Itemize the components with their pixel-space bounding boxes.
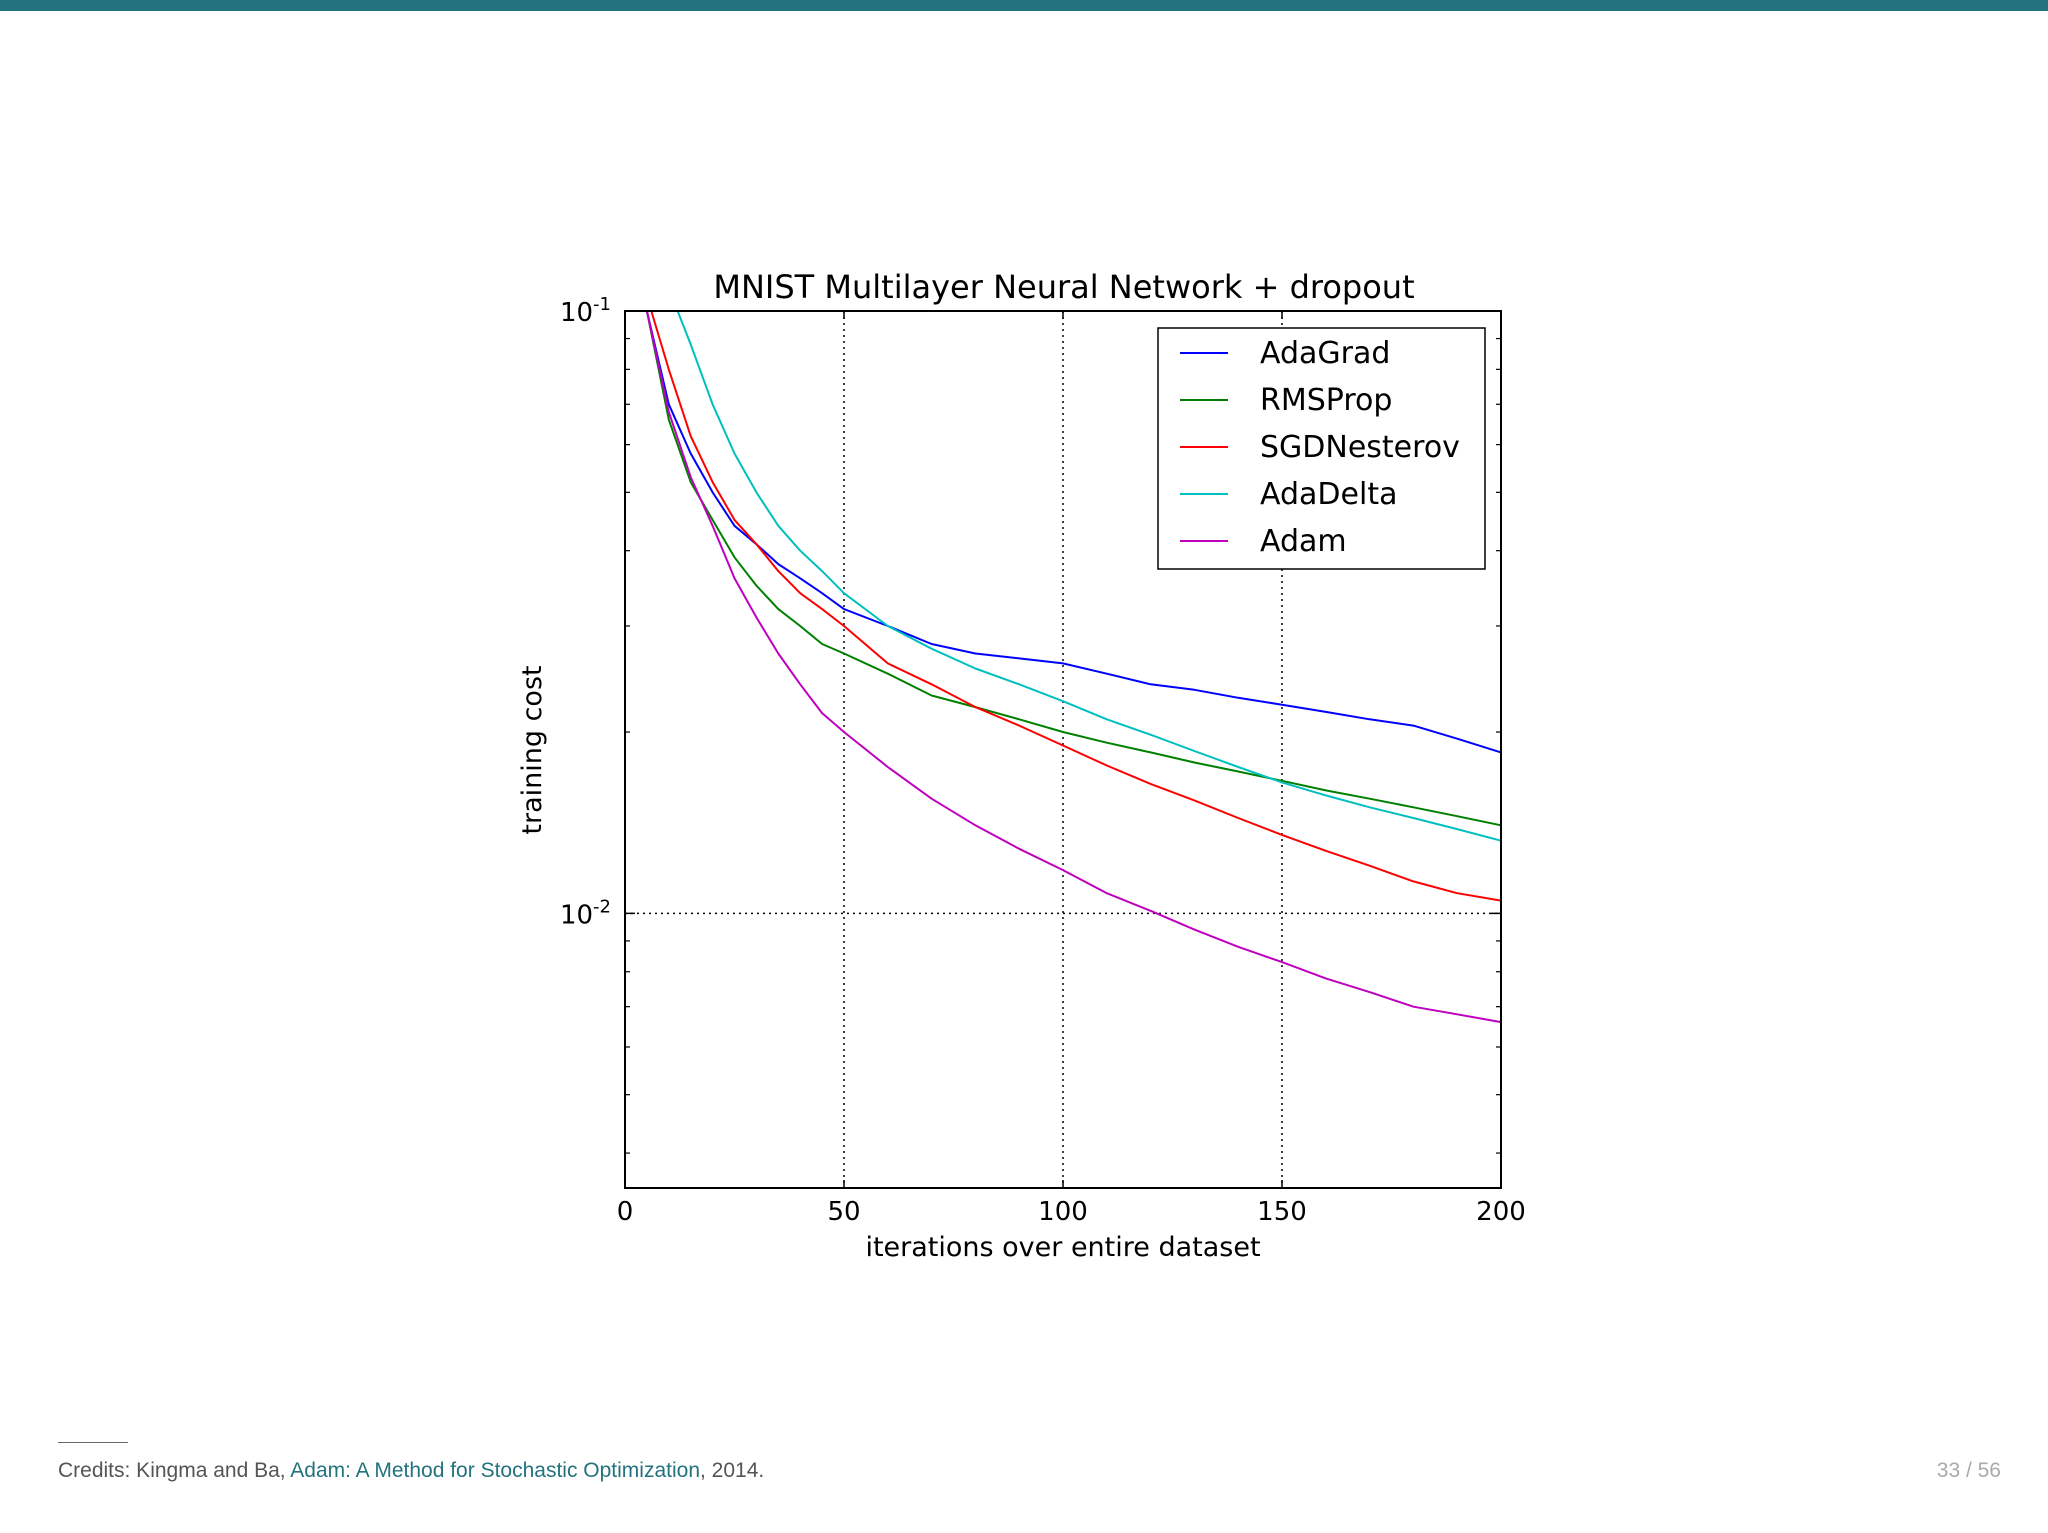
- x-tick-label: 0: [617, 1197, 634, 1227]
- y-tick-label: 10-1: [560, 294, 611, 328]
- footnote-rule: [58, 1442, 128, 1443]
- x-tick-label: 200: [1476, 1197, 1526, 1227]
- legend-label-adam: Adam: [1260, 524, 1347, 559]
- chart-title: MNIST Multilayer Neural Network + dropou…: [713, 268, 1414, 306]
- series-line-sgdnesterov: [650, 310, 1502, 902]
- legend: AdaGrad RMSProp SGDNesterov AdaDelta Adam: [1157, 327, 1486, 570]
- paper-link[interactable]: Adam: A Method for Stochastic Optimizati…: [290, 1459, 700, 1482]
- footnote: Credits: Kingma and Ba, Adam: A Method f…: [58, 1459, 764, 1483]
- series-line-adagrad: [645, 310, 1502, 754]
- series-line-adadelta: [676, 310, 1502, 842]
- legend-label-rmsprop: RMSProp: [1260, 383, 1392, 418]
- grid-lines: [625, 311, 1501, 1188]
- x-tick-label: 150: [1257, 1197, 1307, 1227]
- y-tick-label: 10-2: [560, 896, 611, 930]
- footnote-suffix: , 2014.: [700, 1459, 765, 1482]
- x-tick-label: 100: [1038, 1197, 1088, 1227]
- y-axis-label: training cost: [517, 665, 548, 834]
- legend-label-adagrad: AdaGrad: [1260, 336, 1390, 371]
- x-tick-label: 50: [827, 1197, 860, 1227]
- slide-header-bar: [0, 0, 2048, 11]
- page-number: 33 / 56: [1936, 1459, 2001, 1482]
- series-line-adam: [645, 310, 1502, 1024]
- footnote-prefix: Credits: Kingma and Ba,: [58, 1459, 291, 1482]
- legend-box: [1157, 327, 1486, 570]
- axis-ticks: 0 50 100 150 200 10-1 10-2: [560, 294, 1526, 1227]
- series-lines: [645, 310, 1502, 1024]
- x-axis-label: iterations over entire dataset: [865, 1232, 1260, 1263]
- legend-label-sgdnesterov: SGDNesterov: [1260, 430, 1460, 465]
- legend-label-adadelta: AdaDelta: [1260, 477, 1397, 512]
